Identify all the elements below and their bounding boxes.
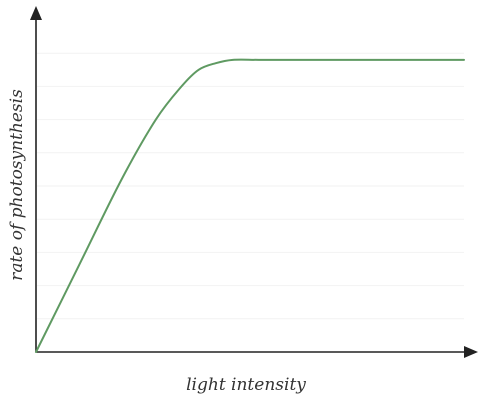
y-axis-label: rate of photosynthesis <box>7 89 27 281</box>
background-grid <box>37 52 464 320</box>
y-axis-arrow <box>30 6 42 20</box>
x-axis-label: light intensity <box>186 375 306 395</box>
x-axis-arrow <box>464 346 478 358</box>
series-line <box>35 58 465 353</box>
